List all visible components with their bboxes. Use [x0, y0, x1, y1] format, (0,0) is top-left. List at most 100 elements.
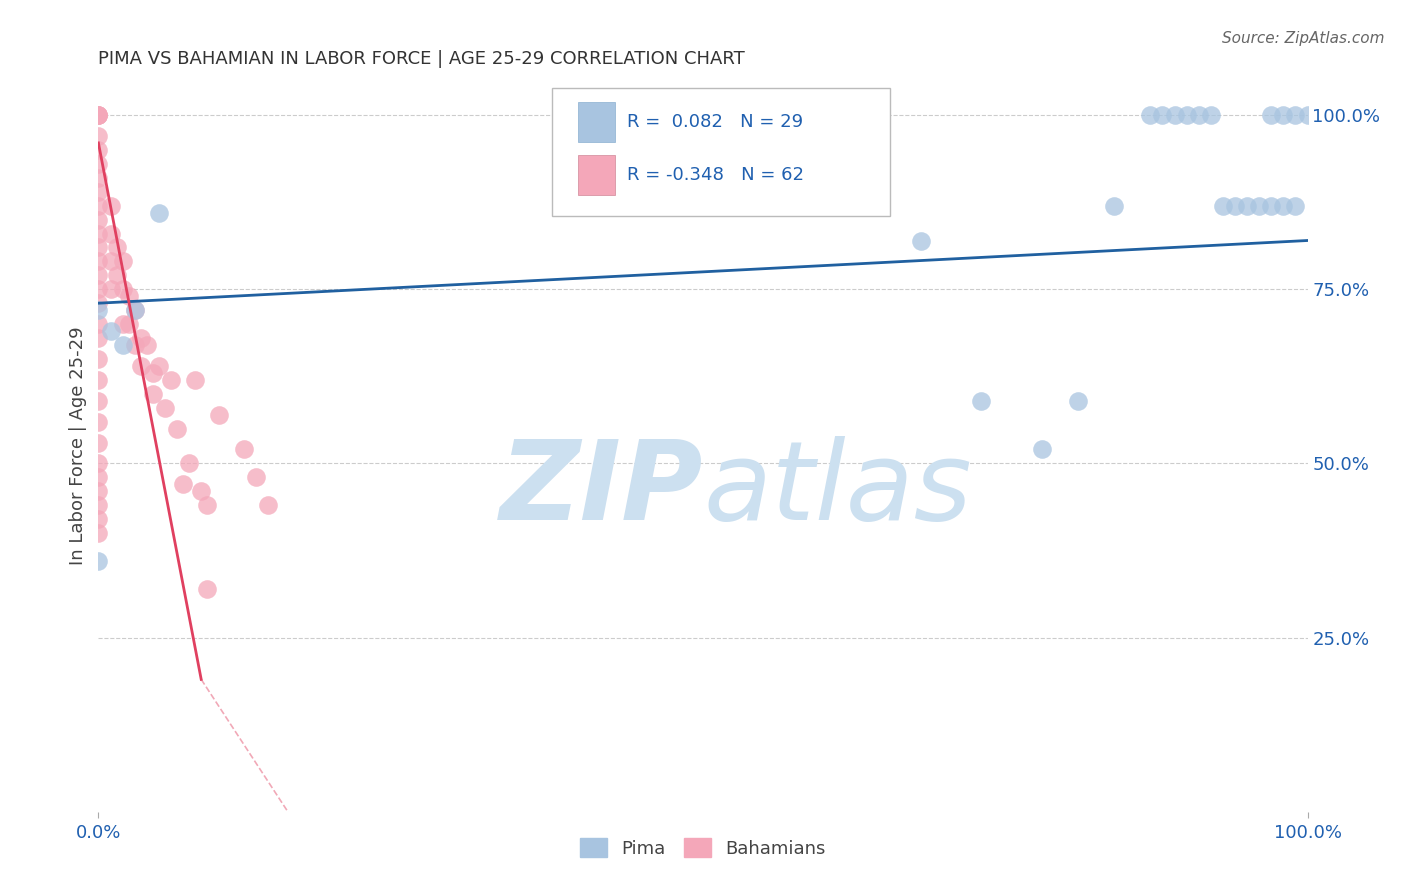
Point — [87, 470, 110, 484]
Point — [1175, 108, 1198, 122]
Point — [100, 324, 122, 338]
Text: PIMA VS BAHAMIAN IN LABOR FORCE | AGE 25-29 CORRELATION CHART: PIMA VS BAHAMIAN IN LABOR FORCE | AGE 25… — [98, 50, 745, 68]
Point — [172, 477, 194, 491]
Point — [87, 282, 110, 296]
Point — [195, 582, 218, 596]
Point — [118, 317, 141, 331]
Point — [87, 415, 110, 429]
Point — [1272, 108, 1295, 122]
Point — [118, 289, 141, 303]
Point — [129, 331, 152, 345]
Point — [87, 128, 110, 143]
Point — [148, 359, 170, 373]
Point — [87, 373, 110, 387]
Point — [179, 457, 201, 471]
Point — [87, 254, 110, 268]
Point — [87, 457, 110, 471]
Point — [87, 498, 110, 512]
Point — [184, 373, 207, 387]
Point — [1102, 199, 1125, 213]
Point — [1296, 108, 1319, 122]
Point — [1284, 199, 1306, 213]
Point — [148, 205, 170, 219]
Point — [111, 254, 134, 268]
Point — [87, 108, 110, 122]
Point — [160, 373, 183, 387]
Point — [100, 254, 122, 268]
Point — [142, 386, 165, 401]
Point — [1260, 199, 1282, 213]
Text: Source: ZipAtlas.com: Source: ZipAtlas.com — [1222, 31, 1385, 46]
Point — [87, 157, 110, 171]
Point — [124, 303, 146, 318]
Point — [87, 199, 110, 213]
Point — [100, 227, 122, 241]
Text: R =  0.082   N = 29: R = 0.082 N = 29 — [627, 113, 803, 131]
Point — [87, 108, 110, 122]
Text: R = -0.348   N = 62: R = -0.348 N = 62 — [627, 166, 804, 184]
Point — [232, 442, 254, 457]
Point — [87, 143, 110, 157]
Point — [105, 240, 128, 254]
Point — [1152, 108, 1174, 122]
Point — [153, 401, 176, 415]
Point — [1031, 442, 1053, 457]
Bar — [578, 155, 614, 195]
Point — [1188, 108, 1211, 122]
Point — [100, 282, 122, 296]
Point — [87, 212, 110, 227]
Point — [111, 338, 134, 352]
Point — [190, 484, 212, 499]
Point — [87, 240, 110, 254]
Point — [87, 435, 110, 450]
Y-axis label: In Labor Force | Age 25-29: In Labor Force | Age 25-29 — [69, 326, 87, 566]
Point — [208, 408, 231, 422]
Point — [87, 331, 110, 345]
Point — [1212, 199, 1234, 213]
Point — [1272, 199, 1295, 213]
FancyBboxPatch shape — [551, 87, 890, 216]
Point — [1139, 108, 1161, 122]
Point — [1163, 108, 1185, 122]
Point — [87, 351, 110, 366]
Point — [111, 282, 134, 296]
Legend: Pima, Bahamians: Pima, Bahamians — [572, 831, 834, 865]
Point — [87, 296, 110, 310]
Point — [87, 317, 110, 331]
Point — [1199, 108, 1222, 122]
Text: atlas: atlas — [703, 436, 972, 543]
Point — [87, 227, 110, 241]
Point — [1067, 393, 1090, 408]
Point — [129, 359, 152, 373]
Point — [87, 303, 110, 318]
Point — [970, 393, 993, 408]
Point — [87, 526, 110, 541]
Point — [245, 470, 267, 484]
Point — [655, 178, 678, 192]
Point — [87, 554, 110, 568]
Point — [87, 170, 110, 185]
Point — [910, 234, 932, 248]
Point — [87, 268, 110, 283]
Bar — [578, 103, 614, 143]
Point — [1284, 108, 1306, 122]
Point — [87, 108, 110, 122]
Point — [87, 393, 110, 408]
Point — [1223, 199, 1246, 213]
Point — [105, 268, 128, 283]
Point — [1249, 199, 1271, 213]
Text: ZIP: ZIP — [499, 436, 703, 543]
Point — [142, 366, 165, 380]
Point — [195, 498, 218, 512]
Point — [166, 421, 188, 435]
Point — [100, 199, 122, 213]
Point — [87, 512, 110, 526]
Point — [1260, 108, 1282, 122]
Point — [124, 338, 146, 352]
Point — [111, 317, 134, 331]
Point — [124, 303, 146, 318]
Point — [1236, 199, 1258, 213]
Point — [135, 338, 157, 352]
Point — [87, 484, 110, 499]
Point — [87, 185, 110, 199]
